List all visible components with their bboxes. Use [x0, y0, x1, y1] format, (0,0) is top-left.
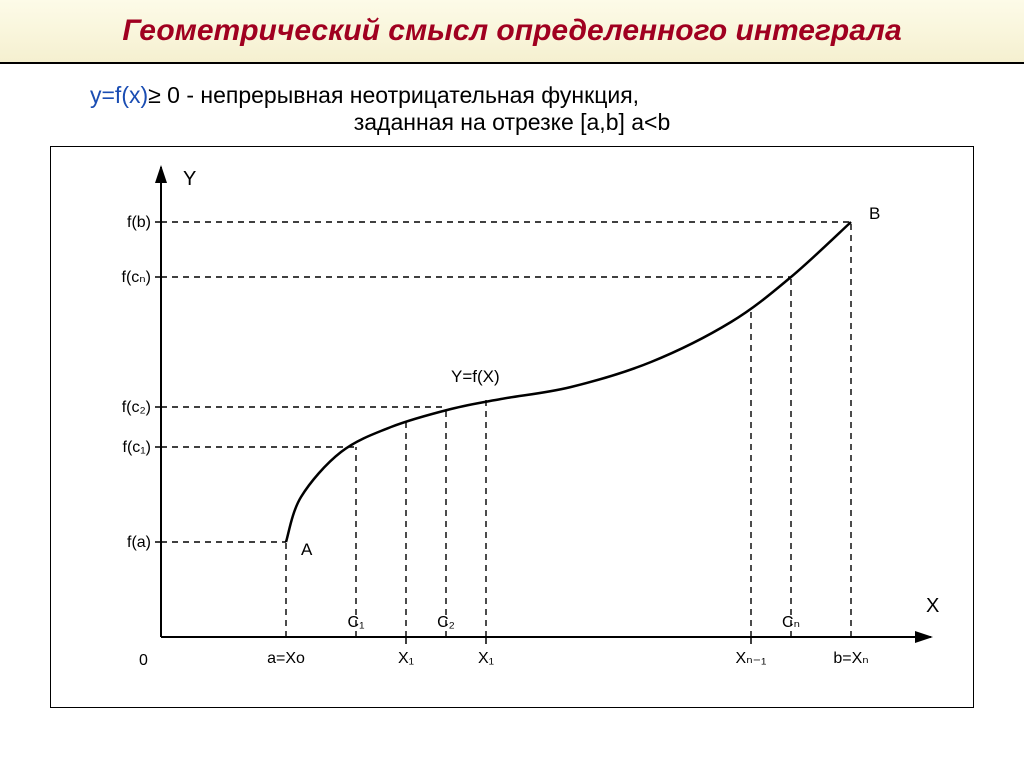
y-tick-label: f(cₙ) — [122, 269, 151, 286]
geq-expr: ≥ 0 — [148, 82, 180, 108]
y-tick-label: f(b) — [127, 214, 151, 231]
x-tick-label: Cₙ — [782, 614, 800, 631]
x-tick-label: b=Xₙ — [833, 650, 868, 667]
chart-svg: X Y 0 f(a) f(c₁) f(c₂) f(cₙ) f(b) a=Xo C₁ X₁ C₂ X₁ Xₙ… — [51, 147, 971, 707]
point-label: Y=f(X) — [451, 367, 500, 386]
description-line-2: заданная на отрезке [a,b] a<b — [40, 109, 984, 136]
x-axis-label: X — [926, 595, 939, 617]
function-curve — [286, 222, 851, 542]
x-tick-label: Xₙ₋₁ — [736, 650, 767, 667]
x-tick-label: a=Xo — [267, 650, 305, 667]
x-tick-label: C₁ — [348, 614, 365, 631]
y-axis-label: Y — [183, 168, 196, 190]
x-tick-label: X₁ — [478, 650, 494, 667]
description-block: y=f(x)≥ 0 - непрерывная неотрицательная … — [40, 82, 984, 136]
y-tick-label: f(c₂) — [122, 399, 151, 416]
point-label: A — [301, 540, 313, 559]
x-tick-label: C₂ — [437, 614, 455, 631]
x-tick-label: X₁ — [398, 650, 414, 667]
origin-label: 0 — [139, 652, 148, 669]
y-tick-label: f(c₁) — [123, 439, 152, 456]
func-expr: y=f(x) — [90, 82, 148, 108]
chart-container: X Y 0 f(a) f(c₁) f(c₂) f(cₙ) f(b) a=Xo C₁ X₁ C₂ X₁ Xₙ… — [50, 146, 974, 708]
point-label: B — [869, 204, 880, 223]
desc-text-1: - непрерывная неотрицательная функция, — [180, 82, 639, 108]
title-bar: Геометрический смысл определенного интег… — [0, 0, 1024, 64]
page-title: Геометрический смысл определенного интег… — [20, 14, 1004, 48]
y-tick-label: f(a) — [127, 534, 151, 551]
description-line-1: y=f(x)≥ 0 - непрерывная неотрицательная … — [40, 82, 984, 109]
